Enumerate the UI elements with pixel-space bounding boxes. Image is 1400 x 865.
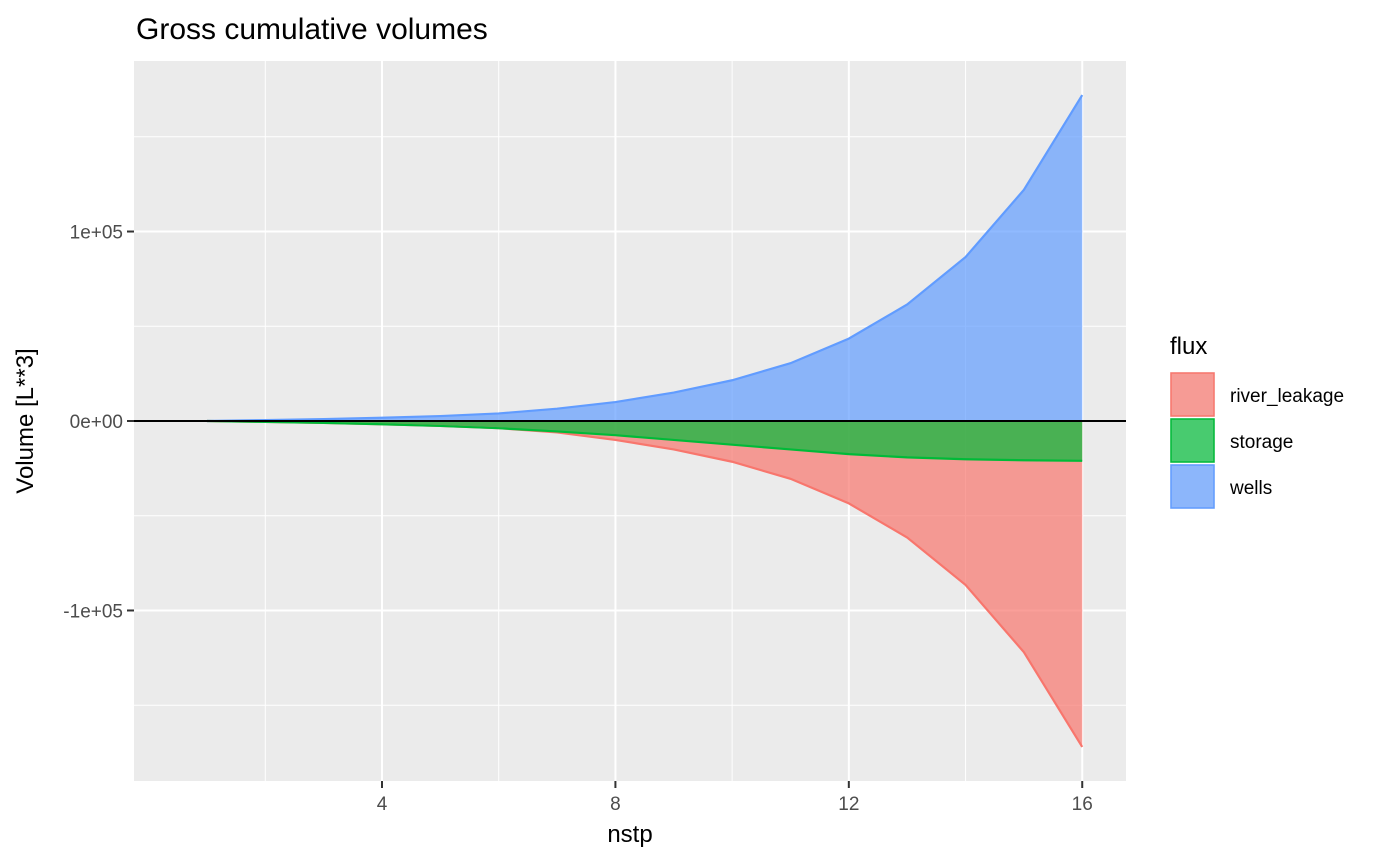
line-storage xyxy=(206,419,1083,462)
legend-label-storage: storage xyxy=(1230,432,1293,453)
x-axis-title: nstp xyxy=(607,821,652,848)
line-series xyxy=(206,94,1084,748)
legend-title: flux xyxy=(1170,333,1207,360)
legend-swatch-river-leakage xyxy=(1170,372,1215,417)
y-axis-title: Volume [L**3] xyxy=(12,348,39,493)
x-tick-label: 8 xyxy=(610,794,621,815)
y-axis: -1e+05 0e+00 1e+05 xyxy=(63,223,134,622)
x-tick-label: 16 xyxy=(1072,794,1093,815)
legend-label-river-leakage: river_leakage xyxy=(1230,386,1344,407)
area-wells xyxy=(206,95,1083,422)
legend-label-wells: wells xyxy=(1229,478,1272,499)
y-tick-label: 1e+05 xyxy=(70,223,123,244)
area-river-leakage xyxy=(206,421,1083,747)
area-storage xyxy=(206,421,1083,461)
x-tick-label: 4 xyxy=(377,794,388,815)
chart-title: Gross cumulative volumes xyxy=(136,13,488,46)
legend-swatch-storage xyxy=(1170,418,1215,463)
y-tick-label: 0e+00 xyxy=(70,412,123,433)
y-tick-label: -1e+05 xyxy=(63,601,123,622)
x-tick-label: 12 xyxy=(838,794,859,815)
line-wells xyxy=(206,94,1084,423)
x-axis: 4 8 12 16 xyxy=(377,781,1093,815)
legend-swatch-wells xyxy=(1170,464,1215,509)
area-series xyxy=(206,95,1083,747)
